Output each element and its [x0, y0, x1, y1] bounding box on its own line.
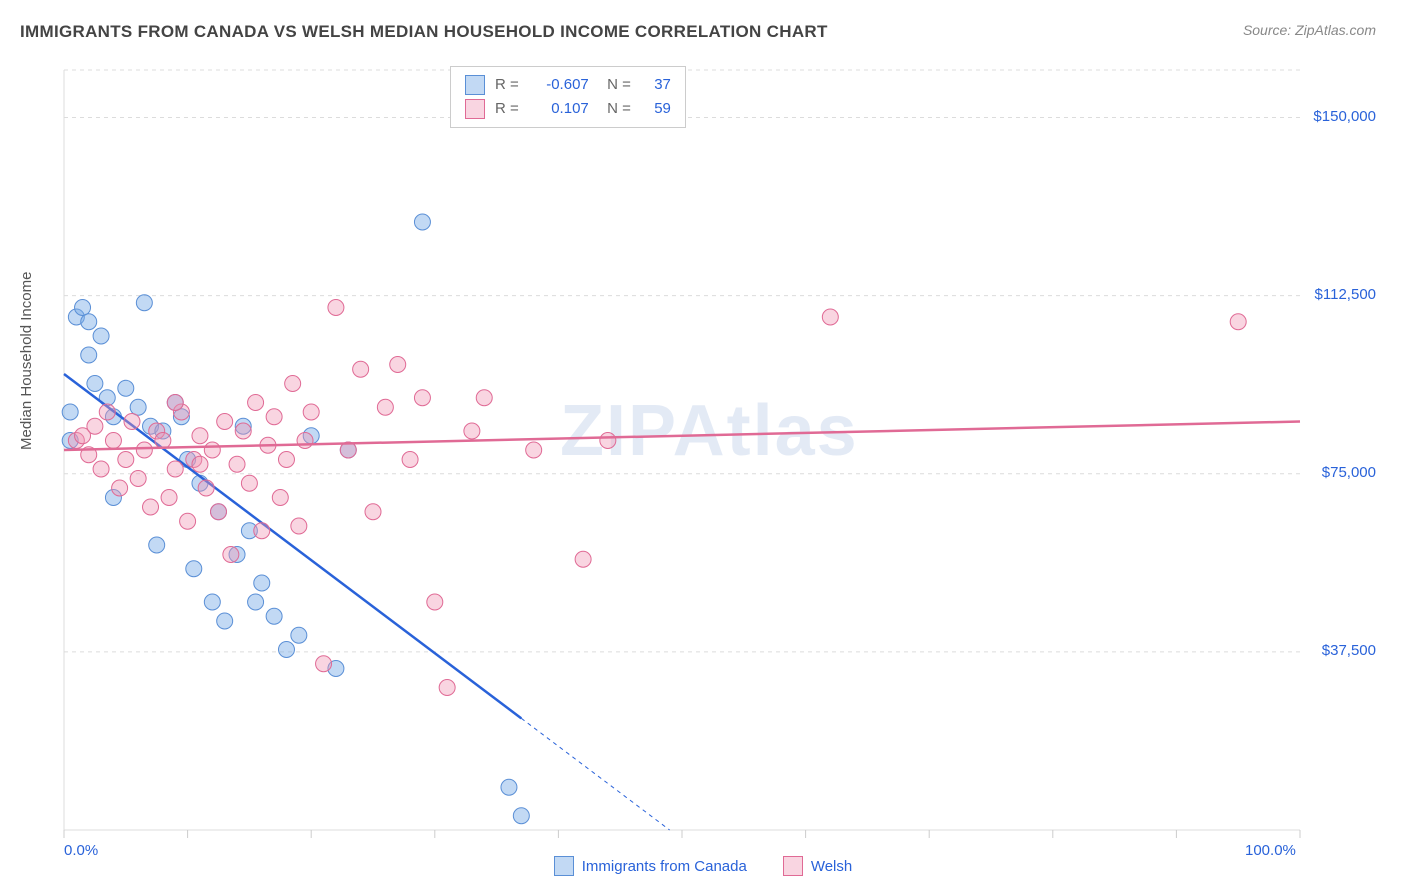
legend-r-label: R = [495, 97, 519, 121]
legend-n-value: 37 [641, 73, 671, 97]
corr-legend-row: R = 0.107 N = 59 [465, 97, 671, 121]
legend-item: Welsh [783, 856, 852, 876]
series-legend: Immigrants from Canada Welsh [0, 856, 1406, 880]
legend-swatch [465, 99, 485, 119]
legend-label: Immigrants from Canada [582, 858, 747, 875]
chart-title: IMMIGRANTS FROM CANADA VS WELSH MEDIAN H… [20, 22, 828, 42]
legend-swatch [554, 856, 574, 876]
legend-item: Immigrants from Canada [554, 856, 747, 876]
source-label: Source: ZipAtlas.com [1243, 22, 1376, 38]
corr-legend-row: R = -0.607 N = 37 [465, 73, 671, 97]
x-tick-label: 100.0% [1245, 842, 1296, 859]
legend-swatch [783, 856, 803, 876]
legend-swatch [465, 75, 485, 95]
legend-r-label: R = [495, 73, 519, 97]
correlation-legend: R = -0.607 N = 37 R = 0.107 N = 59 [450, 66, 686, 128]
y-axis-label: Median Household Income [18, 272, 35, 450]
chart-svg [50, 60, 1370, 850]
legend-n-label: N = [599, 97, 631, 121]
correlation-chart [50, 60, 1370, 850]
y-tick-label: $150,000 [1313, 108, 1376, 125]
legend-n-label: N = [599, 73, 631, 97]
legend-r-value: -0.607 [529, 73, 589, 97]
y-tick-label: $75,000 [1322, 464, 1376, 481]
y-tick-label: $112,500 [1315, 286, 1376, 303]
legend-n-value: 59 [641, 97, 671, 121]
y-tick-label: $37,500 [1322, 642, 1376, 659]
x-tick-label: 0.0% [64, 842, 98, 859]
legend-label: Welsh [811, 858, 852, 875]
legend-r-value: 0.107 [529, 97, 589, 121]
